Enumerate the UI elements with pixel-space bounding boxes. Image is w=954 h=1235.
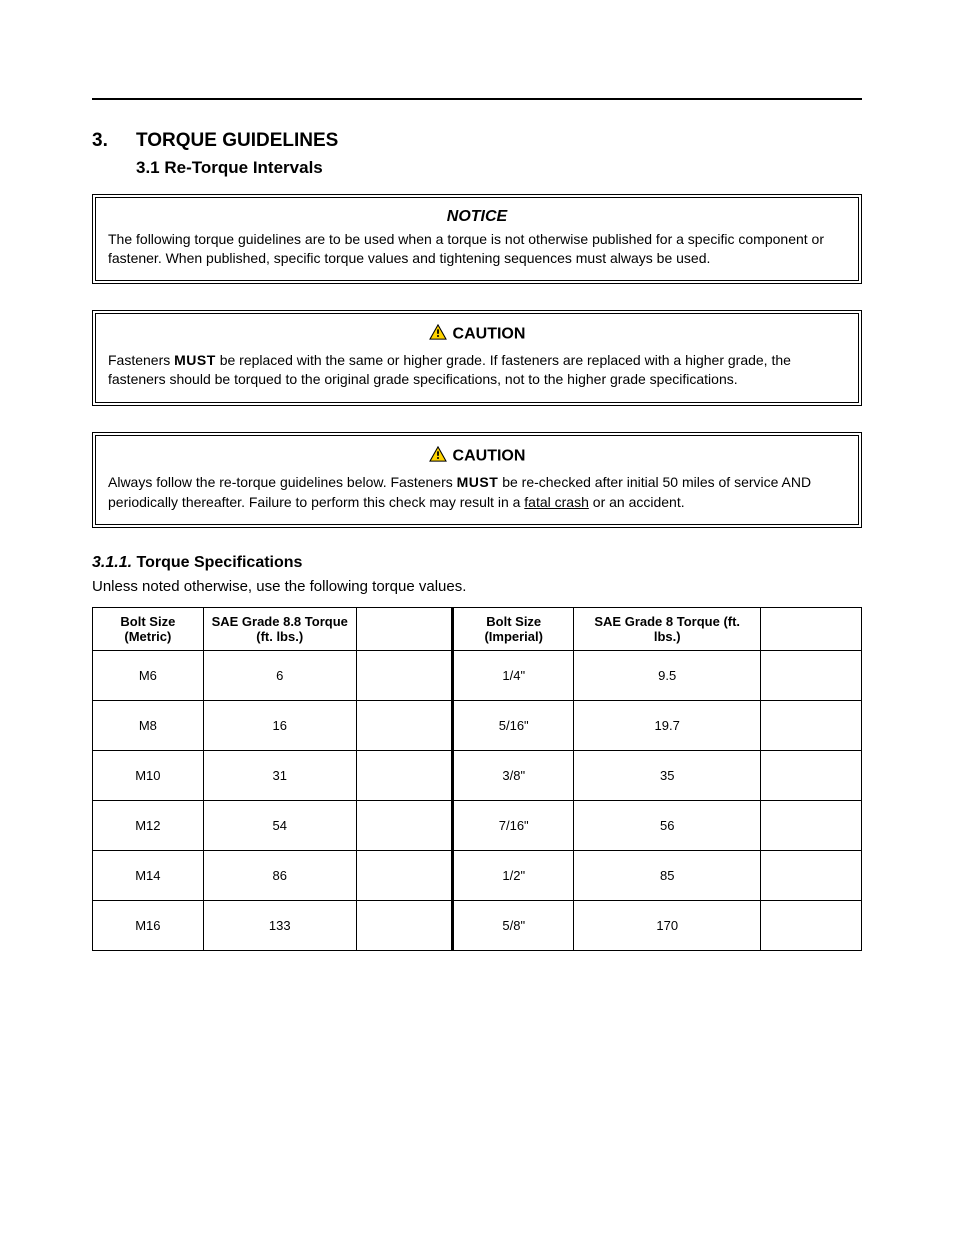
- cell: 16: [203, 701, 356, 751]
- cell: 1/2": [453, 851, 574, 901]
- table-row: M10 31 3/8" 35: [93, 751, 862, 801]
- cell: [356, 801, 453, 851]
- sub3-text: Torque Specifications: [136, 554, 302, 571]
- notice-box: NOTICE The following torque guidelines a…: [92, 194, 862, 284]
- cell: 19.7: [574, 701, 761, 751]
- table-row: M14 86 1/2" 85: [93, 851, 862, 901]
- cell: 133: [203, 901, 356, 951]
- cell: M8: [93, 701, 204, 751]
- table-row: M12 54 7/16" 56: [93, 801, 862, 851]
- caution2-title-text: CAUTION: [453, 448, 526, 465]
- th-1: SAE Grade 8.8 Torque (ft. lbs.): [203, 608, 356, 651]
- header-rule: [92, 98, 862, 100]
- caution2-must: MUST: [457, 474, 499, 490]
- cell: [761, 651, 862, 701]
- cell: 86: [203, 851, 356, 901]
- caution1-title-text: CAUTION: [453, 326, 526, 343]
- caution-box-2: CAUTION Always follow the re-torque guid…: [92, 432, 862, 528]
- cell: 6: [203, 651, 356, 701]
- section-title-text: TORQUE GUIDELINES: [136, 130, 338, 151]
- lead-text: Unless noted otherwise, use the followin…: [92, 578, 862, 595]
- cell: 35: [574, 751, 761, 801]
- cell: M14: [93, 851, 204, 901]
- cell: [761, 851, 862, 901]
- section-subtitle: 3.1 Re-Torque Intervals: [92, 158, 862, 178]
- notice-body: The following torque guidelines are to b…: [108, 230, 846, 268]
- cell: [356, 851, 453, 901]
- cell: 170: [574, 901, 761, 951]
- cell: M16: [93, 901, 204, 951]
- caution2-body: Always follow the re-torque guidelines b…: [108, 473, 846, 512]
- cell: M6: [93, 651, 204, 701]
- cell: [761, 801, 862, 851]
- cell: [356, 701, 453, 751]
- sub3-index: 3.1.1.: [92, 554, 132, 571]
- warning-icon: [429, 324, 447, 345]
- caution2-fatal: fatal crash: [524, 494, 589, 510]
- th-0: Bolt Size (Metric): [93, 608, 204, 651]
- cell: [356, 901, 453, 951]
- table-header-row: Bolt Size (Metric) SAE Grade 8.8 Torque …: [93, 608, 862, 651]
- table-row: M8 16 5/16" 19.7: [93, 701, 862, 751]
- cell: 85: [574, 851, 761, 901]
- torque-table: Bolt Size (Metric) SAE Grade 8.8 Torque …: [92, 607, 862, 951]
- cell: [356, 651, 453, 701]
- th-3: Bolt Size (Imperial): [453, 608, 574, 651]
- cell: M12: [93, 801, 204, 851]
- caution-box-1: CAUTION Fasteners MUST be replaced with …: [92, 310, 862, 406]
- caution2-title: CAUTION: [108, 446, 846, 467]
- page: 3.TORQUE GUIDELINES 3.1 Re-Torque Interv…: [0, 0, 954, 1235]
- caution1-must: MUST: [174, 352, 216, 368]
- cell: 5/16": [453, 701, 574, 751]
- th-2: [356, 608, 453, 651]
- table-row: M16 133 5/8" 170: [93, 901, 862, 951]
- table-body: M6 6 1/4" 9.5 M8 16 5/16" 19.7 M10 31 3/…: [93, 651, 862, 951]
- caution1-pre: Fasteners: [108, 352, 174, 368]
- cell: 56: [574, 801, 761, 851]
- table-row: M6 6 1/4" 9.5: [93, 651, 862, 701]
- cell: [761, 901, 862, 951]
- cell: 1/4": [453, 651, 574, 701]
- section-title: 3.TORQUE GUIDELINES: [92, 130, 862, 152]
- notice-title: NOTICE: [108, 208, 846, 226]
- caution2-failpost: or an accident.: [589, 494, 685, 510]
- caution2-failpre: Failure to perform this check may result…: [249, 494, 524, 510]
- cell: [761, 701, 862, 751]
- cell: 9.5: [574, 651, 761, 701]
- cell: 54: [203, 801, 356, 851]
- cell: 5/8": [453, 901, 574, 951]
- th-5: [761, 608, 862, 651]
- cell: M10: [93, 751, 204, 801]
- sub3-title: 3.1.1. Torque Specifications: [92, 554, 862, 572]
- cell: 7/16": [453, 801, 574, 851]
- warning-icon: [429, 446, 447, 467]
- cell: [356, 751, 453, 801]
- cell: [761, 751, 862, 801]
- cell: 31: [203, 751, 356, 801]
- caution1-title: CAUTION: [108, 324, 846, 345]
- th-4: SAE Grade 8 Torque (ft. lbs.): [574, 608, 761, 651]
- caution2-pre: Always follow the re-torque guidelines b…: [108, 474, 457, 490]
- section-number: 3.: [92, 130, 136, 152]
- cell: 3/8": [453, 751, 574, 801]
- caution1-body: Fasteners MUST be replaced with the same…: [108, 351, 846, 390]
